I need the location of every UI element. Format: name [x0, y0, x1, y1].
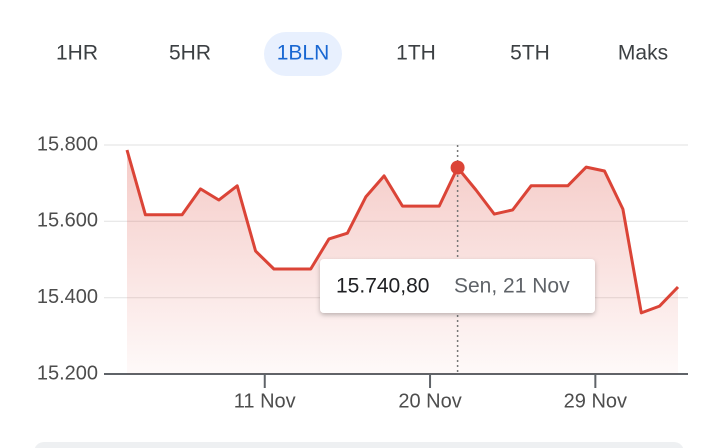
tooltip-date: Sen, 21 Nov [454, 275, 570, 298]
range-tabs: 1HR 5HR 1BLN 1TH 5TH Maks [56, 32, 668, 76]
bottom-panel [34, 442, 684, 448]
hover-point [450, 160, 465, 175]
price-line [125, 149, 680, 315]
y-tick-label: 15.800 [37, 133, 98, 155]
y-tick-label: 15.200 [37, 362, 98, 384]
tooltip-box [320, 259, 595, 313]
range-tab[interactable]: 1TH [396, 42, 436, 65]
range-tab[interactable]: Maks [618, 42, 668, 65]
range-tab[interactable]: 5TH [510, 42, 550, 65]
x-tick-label: 20 Nov [398, 390, 461, 412]
x-tick-label: 11 Nov [234, 390, 296, 412]
range-tab[interactable]: 1HR [56, 42, 98, 65]
y-tick-label: 15.400 [37, 286, 98, 308]
grid: 15.200 15.400 15.600 15.800 11 Nov 20 Nov 29 N… [37, 133, 688, 412]
tooltip-value: 15.740,80 [336, 275, 429, 298]
tab-highlight [264, 32, 342, 76]
range-tab[interactable]: 5HR [169, 42, 211, 65]
range-tab[interactable]: 1BLN [277, 42, 330, 65]
y-tick-label: 15.600 [37, 210, 98, 232]
x-tick-label: 29 Nov [564, 390, 627, 412]
tooltip: 15.740,80 Sen, 21 Nov [320, 259, 595, 313]
